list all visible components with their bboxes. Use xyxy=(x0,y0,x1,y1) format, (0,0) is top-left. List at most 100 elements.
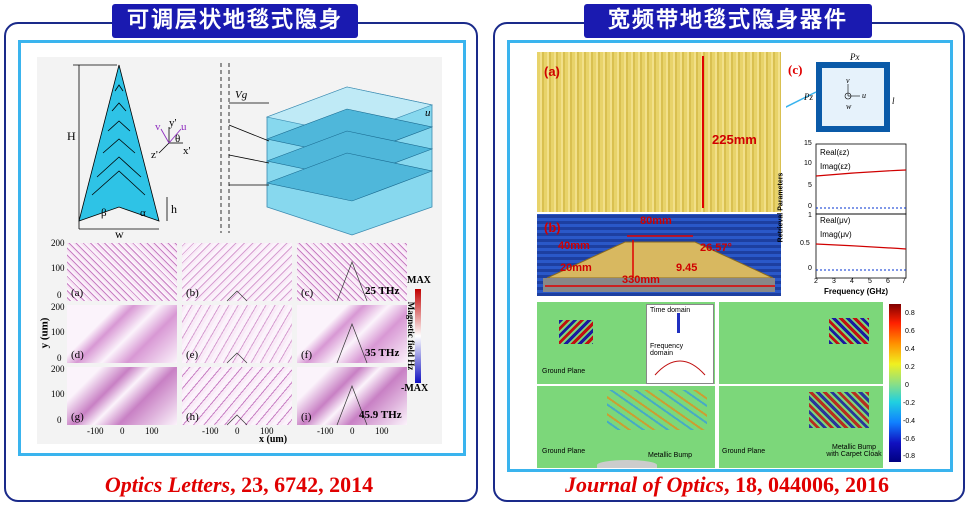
label-u-stack: u xyxy=(425,107,431,119)
panel-label-i: (i) xyxy=(301,411,312,423)
cbar-tick-m04: -0.4 xyxy=(903,418,916,425)
xtick-6: 100 xyxy=(260,426,274,436)
sim-panel-3 xyxy=(537,386,715,468)
retrieval-chart: Real(εz) Imag(εz) Real(μv) Imag(μv) 15 1… xyxy=(777,140,910,298)
sim3-bump xyxy=(597,460,657,468)
ground-plane-label-2: Ground Plane xyxy=(542,448,586,455)
xtick-7ghz: 7 xyxy=(902,278,906,285)
label-alpha: α xyxy=(140,207,146,219)
fieldmap-a xyxy=(67,243,177,301)
retrieval-ylabel: Retrieval Parameters xyxy=(777,172,785,243)
cbar-tick-m08: -0.8 xyxy=(903,453,916,460)
photo-b-dim-angle: 26.57° xyxy=(700,242,732,254)
left-citation-rest: , 23, 6742, 2014 xyxy=(230,472,374,497)
layered-stack-schematic xyxy=(220,63,434,236)
panel-label-f: (f) xyxy=(301,349,312,361)
xtick-2ghz: 2 xyxy=(814,278,818,285)
panel-label-g: (g) xyxy=(71,411,84,423)
axis-z: z' xyxy=(151,149,158,161)
photo-b-dim-330: 330mm xyxy=(622,274,660,286)
cbar-tick-04: 0.4 xyxy=(905,346,915,353)
left-citation-journal: Optics Letters xyxy=(104,472,231,497)
panel-label-c: (c) xyxy=(301,287,314,299)
panel-label-d: (d) xyxy=(71,349,84,361)
legend-imag-mu: Imag(μv) xyxy=(820,230,852,239)
label-h: h xyxy=(171,202,177,216)
xtick-1: -100 xyxy=(87,426,104,436)
freq-35: 35 THz xyxy=(365,347,400,359)
xtick-2: 0 xyxy=(120,426,125,436)
sim3-waves xyxy=(607,390,707,430)
cbar-tick-02: 0.2 xyxy=(905,364,915,371)
right-citation: Journal of Optics, 18, 044006, 2016 xyxy=(493,472,961,498)
ytick-d-200: 200 xyxy=(51,302,65,312)
xtick-5ghz: 5 xyxy=(868,278,872,285)
label-vg: Vg xyxy=(235,89,248,101)
left-title: 可调层状地毯式隐身 xyxy=(112,4,358,38)
ylabel-fieldmaps: y (um) xyxy=(38,317,51,349)
label-H: H xyxy=(67,129,76,143)
sim1-beam xyxy=(559,320,593,344)
unit-cell-pz: Pz xyxy=(804,92,813,102)
inset-freq-curve xyxy=(654,360,706,376)
ytick-a-0: 0 xyxy=(57,290,62,300)
ytick-5: 5 xyxy=(808,182,812,189)
photo-b-label: (b) xyxy=(544,220,561,235)
xtick-7: -100 xyxy=(317,426,334,436)
cbar-title: Magnetic field Hz xyxy=(406,301,417,371)
panel-label-h: (h) xyxy=(186,411,199,423)
ytick-a-100: 100 xyxy=(51,263,65,273)
left-figure: H h w β α v y' u θ z' x' Vg u ground bum… xyxy=(37,57,442,445)
cbar-tick-m06: -0.6 xyxy=(903,436,916,443)
axis-y: y' xyxy=(169,117,177,129)
axis-u: u xyxy=(181,121,187,133)
ytick-g-100: 100 xyxy=(51,389,65,399)
right-title: 宽频带地毯式隐身器件 xyxy=(584,4,872,38)
panel-label-b: (b) xyxy=(186,287,199,299)
right-citation-rest: , 18, 044006, 2016 xyxy=(723,472,889,497)
unit-cell-u: u xyxy=(862,91,866,100)
photo-b-dim-20: 20mm xyxy=(560,262,592,274)
xtick-5: 0 xyxy=(235,426,240,436)
ytick-10: 10 xyxy=(804,160,812,167)
cbar-tick-0: 0 xyxy=(905,382,909,389)
sim-inset: Time domain Frequency domain xyxy=(646,304,714,384)
unit-cell-w: w xyxy=(846,102,852,111)
ground-plane-label-4: Ground Plane xyxy=(722,448,766,455)
legend-real-mu: Real(μv) xyxy=(820,216,851,225)
sim4-beam xyxy=(809,392,869,428)
cbar-tick-06: 0.6 xyxy=(905,328,915,335)
photo-a-arrow xyxy=(702,56,704,208)
colorbar-right xyxy=(889,304,901,462)
unit-cell-px: Px xyxy=(850,52,860,62)
cbar-tick-08: 0.8 xyxy=(905,310,915,317)
photo-b-dim-80: 80mm xyxy=(640,215,672,227)
legend-real-eps: Real(εz) xyxy=(820,148,850,157)
unit-cell-drawing xyxy=(786,62,890,132)
colorbar-left xyxy=(415,289,421,383)
ytick-05: 0.5 xyxy=(800,240,810,247)
xtick-3: 100 xyxy=(145,426,159,436)
ytick-15: 15 xyxy=(804,140,812,147)
label-w: w xyxy=(115,227,124,241)
inset-freq-label: Frequency domain xyxy=(650,343,684,357)
panel-label-e: (e) xyxy=(186,349,199,361)
inset-time-label: Time domain xyxy=(650,307,691,314)
ytick-g-0: 0 xyxy=(57,415,62,425)
triangle-schematic xyxy=(73,64,183,230)
photo-a-label: (a) xyxy=(544,64,560,79)
xtick-4ghz: 4 xyxy=(850,278,854,285)
axis-theta: θ xyxy=(175,133,181,145)
photo-b-dim-40: 40mm xyxy=(558,240,590,252)
ytick-g-200: 200 xyxy=(51,364,65,374)
retrieval-xlabel: Frequency (GHz) xyxy=(824,287,889,296)
axis-x: x' xyxy=(183,145,191,157)
ytick-d-100: 100 xyxy=(51,327,65,337)
panel-label-a: (a) xyxy=(71,287,84,299)
cbar-tick-m02: -0.2 xyxy=(903,400,916,407)
sim-panel-2 xyxy=(719,302,883,384)
fieldmap-e xyxy=(182,305,292,363)
right-citation-journal: Journal of Optics xyxy=(565,472,724,497)
sim2-beam xyxy=(829,318,869,344)
photo-a-dim: 225mm xyxy=(712,132,757,147)
